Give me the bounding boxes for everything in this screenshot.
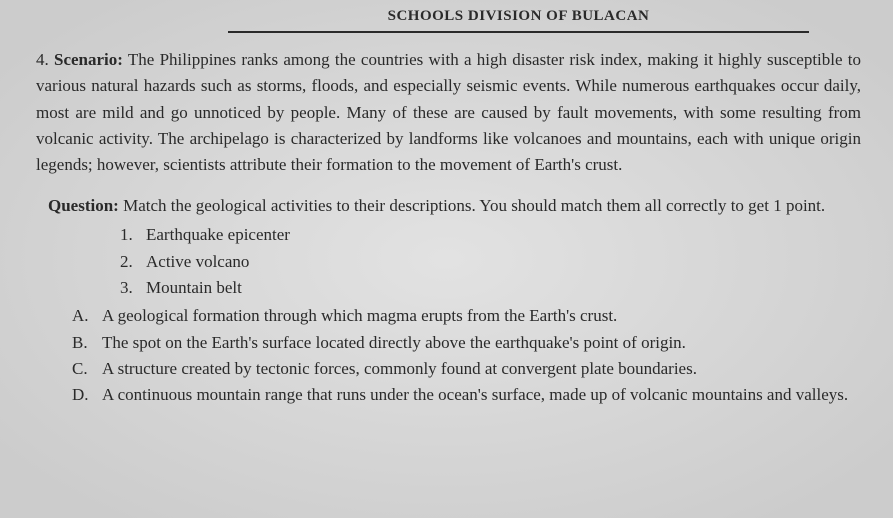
list-item: D. A continuous mountain range that runs… xyxy=(72,382,857,408)
item-text: Earthquake epicenter xyxy=(146,222,290,248)
list-item: A. A geological formation through which … xyxy=(72,303,857,329)
list-item: 3. Mountain belt xyxy=(120,275,857,301)
lettered-list: A. A geological formation through which … xyxy=(48,303,857,408)
item-text: A continuous mountain range that runs un… xyxy=(102,382,857,408)
item-text: A geological formation through which mag… xyxy=(102,303,857,329)
document-page: SCHOOLS DIVISION OF BULACAN 4. Scenario:… xyxy=(0,0,893,518)
list-item: C. A structure created by tectonic force… xyxy=(72,356,857,382)
list-item: 2. Active volcano xyxy=(120,249,857,275)
item-letter: C. xyxy=(72,356,102,382)
item-text: The spot on the Earth's surface located … xyxy=(102,330,857,356)
list-item: B. The spot on the Earth's surface locat… xyxy=(72,330,857,356)
question-block: Question: Match the geological activitie… xyxy=(28,193,869,409)
item-letter: A. xyxy=(72,303,102,329)
question-label: Question: xyxy=(48,196,119,215)
item-number: 2. xyxy=(120,249,146,275)
item-letter: B. xyxy=(72,330,102,356)
scenario-paragraph: 4. Scenario: The Philippines ranks among… xyxy=(28,47,869,179)
scenario-number: 4. xyxy=(36,50,49,69)
item-text: Mountain belt xyxy=(146,275,242,301)
item-number: 1. xyxy=(120,222,146,248)
question-text: Match the geological activities to their… xyxy=(123,196,825,215)
list-item: 1. Earthquake epicenter xyxy=(120,222,857,248)
question-prompt: Question: Match the geological activitie… xyxy=(48,193,857,219)
numbered-list: 1. Earthquake epicenter 2. Active volcan… xyxy=(48,222,857,301)
scenario-label: Scenario: xyxy=(54,50,123,69)
header-title: SCHOOLS DIVISION OF BULACAN xyxy=(228,8,809,33)
scenario-text: The Philippines ranks among the countrie… xyxy=(36,50,861,174)
item-letter: D. xyxy=(72,382,102,408)
item-number: 3. xyxy=(120,275,146,301)
item-text: A structure created by tectonic forces, … xyxy=(102,356,857,382)
item-text: Active volcano xyxy=(146,249,249,275)
